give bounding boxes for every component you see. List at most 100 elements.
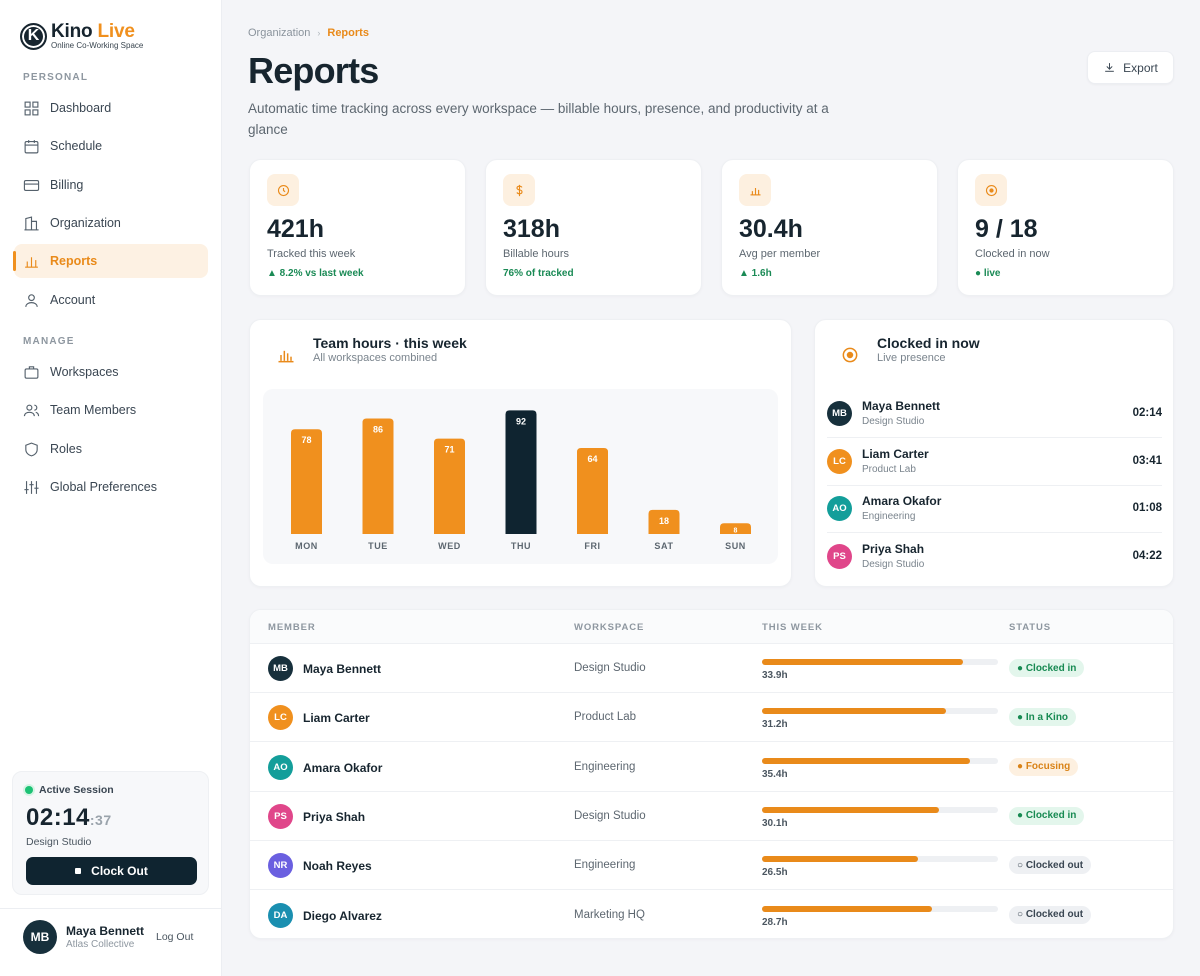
session-timer: 02:14:37 (26, 804, 112, 831)
column-header-status[interactable]: STATUS (1009, 622, 1051, 633)
member-workspace: Engineering (574, 859, 636, 872)
users-icon (22, 401, 40, 419)
chart-tick-label: FRI (584, 541, 600, 551)
table-row[interactable]: DA Diego Alvarez Marketing HQ 28.7h ○ Clocke… (250, 891, 1173, 939)
chart-bar-wed[interactable] (434, 438, 465, 534)
member-name[interactable]: Amara Okafor (303, 760, 383, 775)
chart-bar-sun[interactable] (720, 523, 751, 534)
breadcrumb: Organization › Reports (248, 27, 369, 39)
breadcrumb-current: Reports (327, 27, 369, 39)
member-workspace: Engineering (574, 760, 636, 773)
chart-data-label: 78 (301, 435, 311, 445)
chart-data-label: 8 (734, 527, 738, 534)
session-duration: 01:08 (1132, 502, 1162, 514)
sidebar-item-billing[interactable]: Billing (14, 168, 208, 202)
chart-tick-label: SAT (654, 541, 673, 551)
shield-icon (22, 440, 40, 458)
member-name[interactable]: Liam Carter (303, 711, 370, 726)
brand-logo[interactable]: K Kino Live Online Co-Working Space (20, 22, 143, 50)
sidebar-item-global-preferences[interactable]: Global Preferences (14, 470, 208, 504)
stat-label: Billable hours (503, 248, 570, 260)
avatar: LC (268, 705, 293, 731)
export-button[interactable]: Export (1087, 51, 1174, 84)
chevron-right-icon: › (317, 28, 321, 38)
avatar: AO (827, 496, 852, 521)
hours-progress-bar (762, 905, 998, 912)
presence-row[interactable]: MB Maya Bennett Design Studio 02:14 (827, 391, 1162, 438)
user-profile: MB Maya Bennett Atlas Collective Log Out (0, 908, 222, 976)
session-workspace: Design Studio (26, 836, 92, 848)
hours-progress-bar (762, 856, 998, 863)
member-name: Maya Bennett (862, 399, 941, 413)
status-badge: ○ Clocked out (1009, 905, 1092, 924)
table-row[interactable]: MB Maya Bennett Design Studio 33.9h ● Clocke… (250, 644, 1173, 693)
presence-row[interactable]: AO Amara Okafor Engineering 01:08 (827, 486, 1162, 533)
sidebar-item-label: Reports (50, 254, 98, 268)
session-duration: 03:41 (1132, 454, 1162, 467)
sliders-icon (22, 478, 40, 496)
chart-bar-fri[interactable] (577, 448, 608, 534)
chart-bar-mon[interactable] (291, 429, 322, 534)
chart-bar-thu[interactable] (505, 410, 537, 534)
column-header-member[interactable]: MEMBER (268, 622, 316, 633)
member-name[interactable]: Diego Alvarez (303, 908, 382, 923)
column-header-this-week[interactable]: THIS WEEK (762, 622, 823, 633)
page-description: Automatic time tracking across every wor… (248, 101, 829, 137)
sidebar-item-workspaces[interactable]: Workspaces (14, 355, 208, 389)
sidebar-item-organization[interactable]: Organization (14, 206, 208, 240)
avatar[interactable]: MB (23, 920, 57, 954)
credit-card-icon (22, 176, 40, 194)
hours-progress-bar (762, 659, 998, 665)
chart-data-label: 71 (444, 445, 454, 455)
status-badge: ○ Clocked out (1009, 856, 1092, 875)
sidebar-item-account[interactable]: Account (14, 283, 208, 317)
page-title: Reports (248, 50, 379, 91)
sidebar-item-team-members[interactable]: Team Members (14, 393, 208, 427)
member-name[interactable]: Maya Bennett (303, 662, 382, 676)
user-org: Atlas Collective (66, 939, 135, 950)
session-duration: 02:14 (1132, 407, 1162, 419)
sidebar-item-roles[interactable]: Roles (14, 432, 208, 466)
user-name: Maya Bennett (66, 924, 145, 938)
chart-data-label: 92 (516, 416, 526, 426)
chart-data-label: 18 (659, 516, 669, 526)
member-workspace: Design Studio (574, 809, 646, 822)
stat-trend: ▲ 8.2% vs last week (267, 268, 364, 279)
presence-row[interactable]: LC Liam Carter Product Lab 03:41 (827, 439, 1162, 486)
target-icon (975, 174, 1007, 206)
table-row[interactable]: AO Amara Okafor Engineering 35.4h ● Focusing (250, 743, 1173, 792)
clock-out-button[interactable]: Clock Out (26, 857, 197, 885)
breadcrumb-organization[interactable]: Organization (248, 27, 311, 39)
chart-bar-tue[interactable] (362, 418, 394, 534)
sidebar-item-reports[interactable]: Reports (13, 244, 208, 278)
table-row[interactable]: LC Liam Carter Product Lab 31.2h ● In a Kino (250, 693, 1173, 743)
hours-progress-bar (762, 708, 998, 715)
member-workspace: Design Studio (862, 416, 925, 427)
chart-tick-label: WED (438, 541, 461, 551)
sidebar-item-schedule[interactable]: Schedule (14, 129, 208, 163)
stat-value: 9 / 18 (975, 215, 1038, 243)
calendar-icon (22, 137, 40, 155)
column-header-workspace[interactable]: WORKSPACE (574, 622, 645, 633)
table-row[interactable]: PS Priya Shah Design Studio 30.1h ● Clocked … (250, 792, 1173, 841)
chart-tick-label: THU (511, 541, 531, 551)
chart-bar-sat[interactable] (648, 509, 680, 534)
active-session-card: Active Session 02:14:37 Design Studio Cl… (12, 771, 209, 895)
stat-card-average: 30.4h Avg per member ▲ 1.6h (721, 159, 938, 296)
table-header: MEMBER WORKSPACE THIS WEEK STATUS (250, 610, 1173, 644)
member-name[interactable]: Noah Reyes (303, 859, 372, 874)
hours-progress-fill (762, 708, 947, 715)
chart-tick-label: TUE (368, 541, 388, 551)
stat-card-tracked: 421h Tracked this week ▲ 8.2% vs last we… (249, 159, 466, 296)
table-row[interactable]: NR Noah Reyes Engineering 26.5h ○ Clocked ou… (250, 841, 1173, 891)
sidebar-item-dashboard[interactable]: Dashboard (14, 91, 208, 125)
member-name[interactable]: Priya Shah (303, 809, 366, 824)
hours-progress-bar (762, 757, 998, 764)
logout-button[interactable]: Log Out (156, 931, 194, 943)
clock-icon (267, 174, 299, 206)
presence-row[interactable]: PS Priya Shah Design Studio 04:22 (827, 534, 1162, 581)
member-name: Priya Shah (862, 541, 925, 556)
avatar: MB (827, 401, 852, 426)
avatar: MB (268, 656, 293, 681)
nav-section-manage: MANAGE (23, 336, 75, 347)
